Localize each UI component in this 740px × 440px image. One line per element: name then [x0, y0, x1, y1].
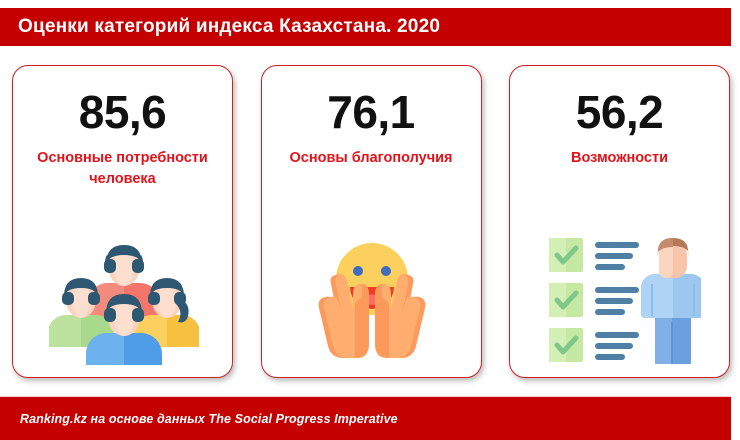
title-banner: Оценки категорий индекса Казахстана. 202… [0, 8, 731, 46]
hands-holding-smiley-icon [262, 225, 483, 365]
metric-card-foundations-of-wellbeing[interactable]: 76,1 Основы благополучия [260, 65, 483, 378]
person-figure [640, 238, 701, 364]
metric-value: 85,6 [78, 86, 167, 138]
checklist-with-person-icon [510, 225, 731, 365]
checklist-row [548, 238, 639, 272]
metric-label: Основы благополучия [289, 150, 453, 167]
right-hand [375, 273, 426, 358]
metric-label: Возможности [571, 150, 668, 167]
metric-label: Основные потребности человека [37, 150, 208, 188]
group-of-people-icon [13, 225, 234, 365]
checklist-row [548, 283, 639, 317]
metric-card-basic-human-needs[interactable]: 85,6 Основные потребности человека [12, 65, 233, 378]
cards-row: 85,6 Основные потребности человека [12, 65, 730, 378]
source-attribution: Ranking.kz на основе данных The Social P… [20, 411, 398, 426]
metric-value: 56,2 [575, 86, 664, 138]
checklist-row [548, 328, 639, 362]
page-title: Оценки категорий индекса Казахстана. 202… [18, 16, 441, 37]
footer-divider [0, 396, 731, 397]
left-hand [318, 273, 369, 358]
metric-value: 76,1 [327, 86, 415, 138]
footer-banner: Ranking.kz на основе данных The Social P… [0, 397, 731, 440]
metric-card-opportunity[interactable]: 56,2 Возможности [509, 65, 730, 378]
